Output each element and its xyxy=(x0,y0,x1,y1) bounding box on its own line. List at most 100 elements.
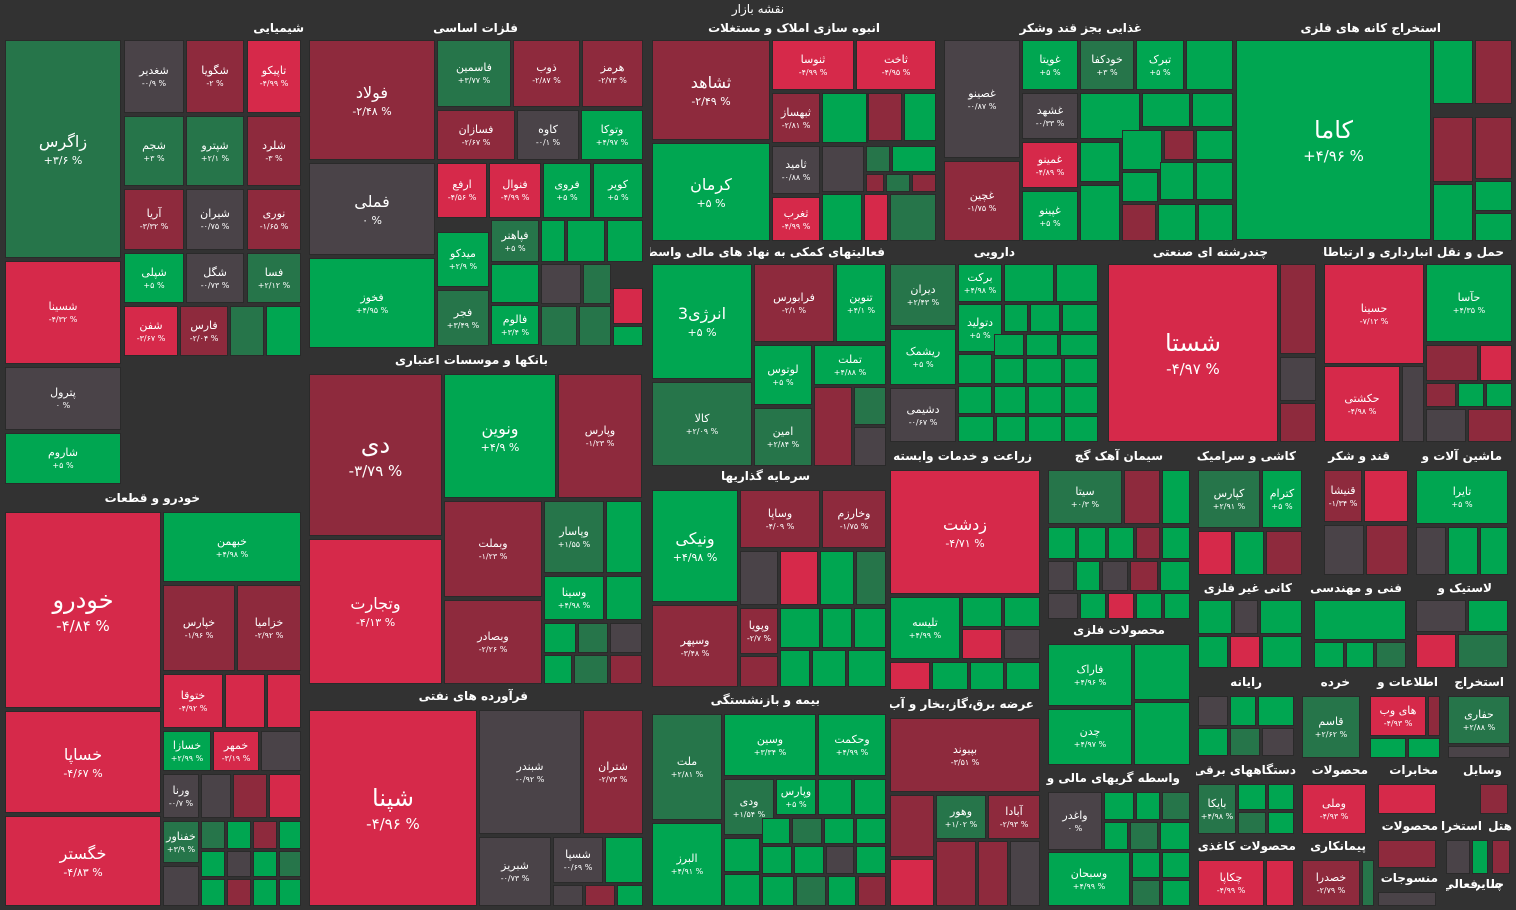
stock-tile[interactable] xyxy=(1362,860,1374,906)
stock-tile[interactable] xyxy=(279,821,301,849)
stock-tile[interactable] xyxy=(1198,728,1228,756)
stock-tile[interactable] xyxy=(1076,561,1100,591)
stock-tile[interactable]: خمهر -۳/۱۹ % xyxy=(213,731,259,771)
stock-tile[interactable] xyxy=(890,859,934,906)
stock-tile[interactable]: هرمز -۲/۷۳ % xyxy=(582,40,643,107)
stock-tile[interactable]: وملی -۴/۹۳ % xyxy=(1302,784,1366,834)
stock-tile[interactable] xyxy=(1262,728,1294,756)
stock-tile[interactable] xyxy=(1492,840,1510,874)
stock-tile[interactable]: قنیشا -۱/۳۴ % xyxy=(1324,470,1362,522)
stock-tile[interactable]: ثاخت -۴/۹۵ % xyxy=(856,40,936,90)
stock-tile[interactable] xyxy=(544,655,572,684)
stock-tile[interactable] xyxy=(1416,600,1466,632)
stock-tile[interactable] xyxy=(1378,784,1436,814)
stock-tile[interactable]: کترام +۵ % xyxy=(1262,470,1302,528)
stock-tile[interactable] xyxy=(826,846,854,874)
stock-tile[interactable] xyxy=(780,551,818,605)
stock-tile[interactable]: فپاهنر +۵ % xyxy=(491,220,539,262)
stock-tile[interactable]: کاما +۴/۹۶ % xyxy=(1236,40,1431,240)
stock-tile[interactable] xyxy=(1378,892,1436,906)
stock-tile[interactable]: نوری -۱/۶۵ % xyxy=(247,189,301,250)
stock-tile[interactable] xyxy=(1162,852,1190,878)
stock-tile[interactable] xyxy=(1132,880,1160,906)
stock-tile[interactable]: حفاری +۲/۸۸ % xyxy=(1448,696,1510,744)
stock-tile[interactable] xyxy=(1136,527,1160,559)
stock-tile[interactable]: فاسمین +۳/۷۷ % xyxy=(437,40,511,107)
stock-tile[interactable] xyxy=(1402,366,1424,442)
stock-tile[interactable] xyxy=(994,386,1026,414)
stock-tile[interactable]: ثغرب -۴/۹۹ % xyxy=(772,197,820,241)
stock-tile[interactable] xyxy=(1134,702,1190,765)
stock-tile[interactable]: ریشمک +۵ % xyxy=(890,329,956,385)
stock-tile[interactable] xyxy=(253,821,277,849)
stock-tile[interactable] xyxy=(541,306,577,346)
stock-tile[interactable] xyxy=(866,146,890,172)
stock-tile[interactable] xyxy=(958,386,992,414)
stock-tile[interactable] xyxy=(567,220,605,262)
stock-tile[interactable] xyxy=(607,220,643,262)
stock-tile[interactable] xyxy=(1078,527,1106,559)
stock-tile[interactable]: ثنوسا -۴/۹۹ % xyxy=(772,40,854,90)
stock-tile[interactable] xyxy=(1260,600,1302,634)
stock-tile[interactable] xyxy=(1475,117,1512,179)
stock-tile[interactable]: وخارزم -۱/۷۵ % xyxy=(822,490,886,548)
stock-tile[interactable] xyxy=(1132,852,1160,878)
stock-tile[interactable]: وتجارت -۴/۱۳ % xyxy=(309,539,442,684)
stock-tile[interactable] xyxy=(1158,204,1196,241)
stock-tile[interactable] xyxy=(780,650,810,687)
stock-tile[interactable]: آریا -۳/۳۲ % xyxy=(124,189,184,250)
stock-tile[interactable] xyxy=(856,818,886,844)
stock-tile[interactable] xyxy=(606,501,642,573)
stock-tile[interactable] xyxy=(864,194,888,241)
stock-tile[interactable] xyxy=(1164,593,1190,619)
stock-tile[interactable]: حسینا -۷/۱۲ % xyxy=(1324,264,1424,364)
stock-tile[interactable]: زدشت -۴/۷۱ % xyxy=(890,470,1040,594)
stock-tile[interactable] xyxy=(1198,531,1232,575)
stock-tile[interactable] xyxy=(824,818,854,844)
stock-tile[interactable]: بپیوند -۳/۵۱ % xyxy=(890,718,1040,792)
stock-tile[interactable] xyxy=(1234,600,1258,634)
stock-tile[interactable]: شپلی +۵ % xyxy=(124,253,184,303)
stock-tile[interactable] xyxy=(1480,784,1508,814)
stock-tile[interactable] xyxy=(1314,600,1406,640)
stock-tile[interactable] xyxy=(613,326,643,346)
stock-tile[interactable] xyxy=(610,623,642,653)
stock-tile[interactable] xyxy=(780,608,820,648)
stock-tile[interactable]: کرمان +۵ % xyxy=(652,143,770,241)
stock-tile[interactable] xyxy=(1433,184,1473,241)
stock-tile[interactable]: امین +۲/۸۴ % xyxy=(754,408,812,466)
stock-tile[interactable] xyxy=(1324,525,1364,575)
stock-tile[interactable] xyxy=(1458,634,1508,668)
stock-tile[interactable]: وتوکا +۴/۹۷ % xyxy=(581,110,643,160)
stock-tile[interactable] xyxy=(1028,386,1062,414)
stock-tile[interactable]: تنوین +۴/۱ % xyxy=(836,264,886,342)
stock-tile[interactable] xyxy=(1196,130,1233,160)
stock-tile[interactable] xyxy=(1468,600,1508,632)
stock-tile[interactable] xyxy=(1266,531,1302,575)
stock-tile[interactable] xyxy=(613,288,643,324)
stock-tile[interactable] xyxy=(617,885,643,906)
stock-tile[interactable] xyxy=(1004,629,1040,659)
stock-tile[interactable] xyxy=(904,93,936,141)
stock-tile[interactable]: پترول ۰ % xyxy=(5,367,121,430)
stock-tile[interactable] xyxy=(822,194,862,241)
stock-tile[interactable] xyxy=(1364,470,1408,522)
stock-tile[interactable]: چدن +۴/۹۷ % xyxy=(1048,709,1132,765)
stock-tile[interactable]: ذوب -۲/۸۷ % xyxy=(513,40,580,107)
stock-tile[interactable]: تاپیکو -۴/۹۹ % xyxy=(247,40,301,113)
stock-tile[interactable] xyxy=(1136,792,1160,820)
stock-tile[interactable] xyxy=(1028,416,1062,442)
stock-tile[interactable] xyxy=(812,650,846,687)
stock-tile[interactable] xyxy=(605,837,643,883)
stock-tile[interactable] xyxy=(1130,822,1158,850)
stock-tile[interactable]: غپینو +۵ % xyxy=(1022,191,1078,241)
stock-tile[interactable] xyxy=(854,427,886,466)
stock-tile[interactable] xyxy=(1370,738,1406,758)
stock-tile[interactable] xyxy=(740,551,778,605)
stock-tile[interactable] xyxy=(740,656,778,687)
stock-tile[interactable] xyxy=(1064,386,1098,414)
stock-tile[interactable]: وسبحان +۴/۹۹ % xyxy=(1048,852,1130,906)
stock-tile[interactable]: وساپا -۴/۰۹ % xyxy=(740,490,820,548)
stock-tile[interactable]: ثامید -۰/۸۸ % xyxy=(772,146,820,194)
stock-tile[interactable] xyxy=(1268,812,1294,834)
